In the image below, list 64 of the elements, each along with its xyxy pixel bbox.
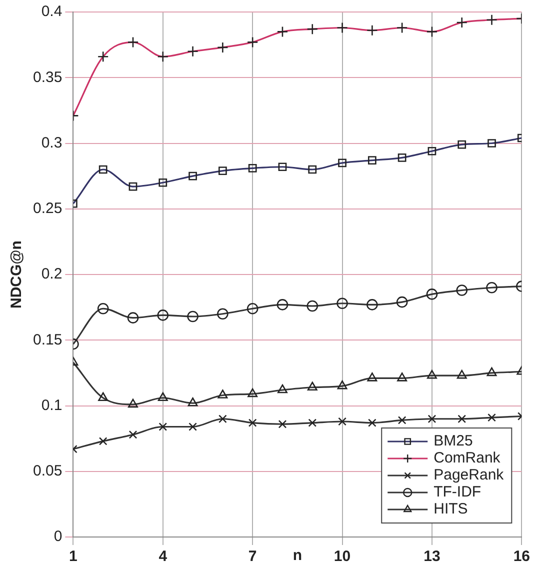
y-tick-label: 0.2 bbox=[41, 266, 62, 283]
point bbox=[458, 414, 466, 424]
point bbox=[308, 418, 317, 427]
point bbox=[396, 296, 408, 308]
point bbox=[158, 392, 168, 402]
x-tick-label: 7 bbox=[248, 548, 257, 566]
point bbox=[248, 388, 258, 398]
point bbox=[368, 418, 376, 427]
y-tick-label: 0.35 bbox=[32, 68, 62, 86]
x-tick-label: 13 bbox=[424, 548, 440, 566]
point bbox=[188, 397, 198, 406]
point bbox=[456, 370, 467, 379]
point bbox=[426, 288, 438, 300]
point bbox=[488, 413, 496, 422]
point bbox=[276, 299, 288, 310]
y-tick-label: 0.1 bbox=[41, 396, 62, 414]
x-tick-label: 16 bbox=[513, 548, 530, 566]
point bbox=[218, 390, 228, 398]
point bbox=[98, 392, 108, 402]
point bbox=[367, 372, 378, 382]
point bbox=[248, 418, 257, 427]
point bbox=[278, 420, 287, 428]
point bbox=[307, 382, 318, 391]
point bbox=[188, 422, 197, 431]
point bbox=[277, 384, 288, 394]
point bbox=[426, 370, 437, 379]
legend-label: ComRank bbox=[434, 450, 501, 467]
point bbox=[486, 367, 497, 376]
legend-label: PageRank bbox=[434, 466, 504, 484]
legend-label: TF-IDF bbox=[434, 484, 482, 501]
point bbox=[398, 416, 406, 424]
legend-label: HITS bbox=[434, 500, 468, 518]
y-tick-label: 0.25 bbox=[32, 200, 62, 218]
point bbox=[127, 312, 139, 324]
y-tick-label: 0.4 bbox=[41, 3, 62, 20]
y-tick-label: 0.15 bbox=[32, 331, 62, 348]
point bbox=[306, 300, 318, 312]
point bbox=[486, 282, 498, 294]
point bbox=[456, 284, 468, 296]
x-tick-label: 10 bbox=[334, 548, 351, 566]
y-tick-label: 0 bbox=[54, 528, 62, 546]
point bbox=[128, 398, 138, 408]
point bbox=[337, 380, 348, 390]
x-tick-label: 4 bbox=[158, 548, 168, 566]
y-tick-label: 0.05 bbox=[32, 462, 62, 480]
point bbox=[158, 422, 168, 431]
x-tick-label: 1 bbox=[69, 548, 78, 566]
point bbox=[157, 310, 169, 321]
point bbox=[97, 302, 109, 314]
point bbox=[336, 298, 348, 310]
point bbox=[98, 437, 108, 446]
legend-label: BM25 bbox=[434, 432, 473, 450]
x-axis-title: n bbox=[292, 547, 302, 564]
point bbox=[217, 308, 228, 320]
y-tick-label: 0.3 bbox=[41, 134, 62, 152]
point bbox=[218, 414, 227, 424]
point bbox=[246, 302, 258, 314]
point bbox=[187, 310, 198, 322]
point bbox=[338, 417, 346, 426]
point bbox=[128, 430, 138, 439]
y-axis-title: NDCG@n bbox=[8, 240, 26, 308]
point bbox=[428, 414, 436, 424]
point bbox=[366, 299, 378, 310]
point bbox=[397, 372, 408, 382]
